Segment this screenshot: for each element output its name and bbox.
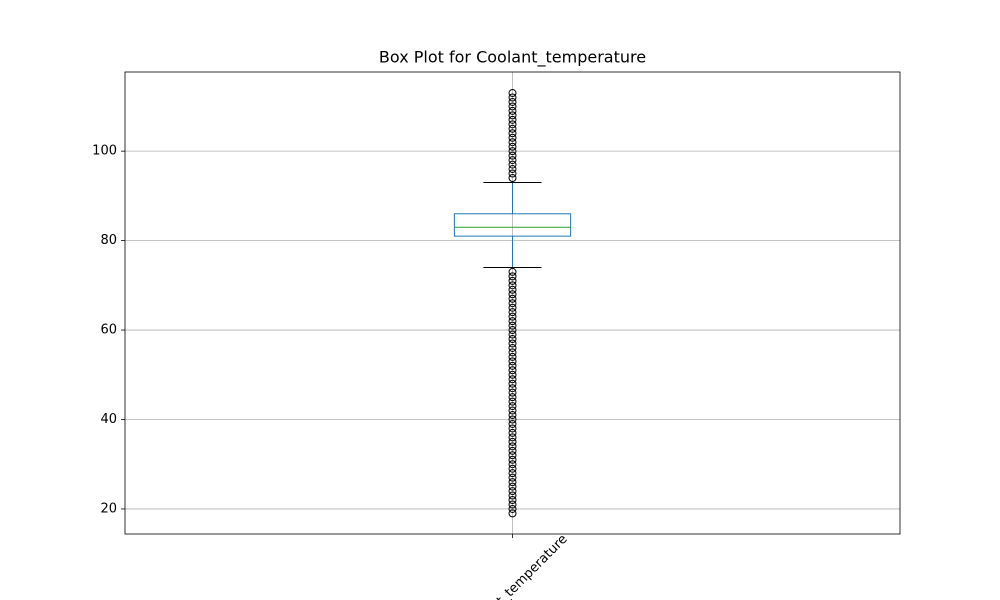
flier (508, 424, 517, 433)
flier (508, 93, 517, 102)
flier (508, 491, 517, 500)
flier (508, 147, 517, 156)
y-tick-label: 80 (100, 233, 117, 248)
flier (508, 267, 517, 276)
flier (508, 487, 517, 496)
flier (508, 276, 517, 285)
flier (508, 370, 517, 379)
flier (508, 361, 517, 370)
flier (508, 326, 517, 335)
flier (508, 156, 517, 165)
flier (508, 89, 517, 98)
flier (508, 290, 517, 299)
flier (508, 321, 517, 330)
flier (508, 428, 517, 437)
flier (508, 312, 517, 321)
flier (508, 317, 517, 326)
flier (508, 299, 517, 308)
flier (508, 464, 517, 473)
flier (508, 129, 517, 138)
flier (508, 469, 517, 478)
flier (508, 415, 517, 424)
flier (508, 473, 517, 482)
flier (508, 451, 517, 460)
y-tick-label: 40 (100, 412, 117, 427)
flier (508, 138, 517, 147)
flier (508, 348, 517, 357)
flier (508, 343, 517, 352)
flier (508, 419, 517, 428)
flier (508, 455, 517, 464)
flier (508, 173, 517, 182)
flier (508, 281, 517, 290)
flier (508, 124, 517, 133)
chart-title: Box Plot for Coolant_temperature (379, 48, 646, 68)
flier (508, 379, 517, 388)
flier (508, 504, 517, 513)
flier (508, 402, 517, 411)
flier (508, 384, 517, 393)
flier (508, 411, 517, 420)
flier (508, 115, 517, 124)
flier (508, 330, 517, 339)
flier (508, 442, 517, 451)
flier (508, 388, 517, 397)
flier (508, 102, 517, 111)
flier (508, 352, 517, 361)
flier (508, 406, 517, 415)
flier (508, 335, 517, 344)
flier (508, 111, 517, 120)
flier (508, 482, 517, 491)
y-tick-label: 60 (100, 323, 117, 338)
flier (508, 357, 517, 366)
flier (508, 375, 517, 384)
flier (508, 303, 517, 312)
flier (508, 272, 517, 281)
flier (508, 285, 517, 294)
flier (508, 433, 517, 442)
flier (508, 160, 517, 169)
flier (508, 509, 517, 518)
flier (508, 496, 517, 505)
flier (508, 133, 517, 142)
flier (508, 446, 517, 455)
plot-frame (124, 71, 901, 535)
flier (508, 397, 517, 406)
flier (508, 308, 517, 317)
box (453, 213, 572, 237)
flier (508, 169, 517, 178)
flier (508, 142, 517, 151)
flier (508, 393, 517, 402)
flier (508, 165, 517, 174)
flier (508, 366, 517, 375)
flier (508, 97, 517, 106)
flier (508, 106, 517, 115)
flier (508, 339, 517, 348)
flier (508, 500, 517, 509)
flier (508, 120, 517, 129)
y-tick-label: 100 (92, 144, 117, 159)
flier (508, 460, 517, 469)
flier (508, 478, 517, 487)
flier (508, 151, 517, 160)
y-tick-label: 20 (100, 501, 117, 516)
flier (508, 294, 517, 303)
flier (508, 437, 517, 446)
